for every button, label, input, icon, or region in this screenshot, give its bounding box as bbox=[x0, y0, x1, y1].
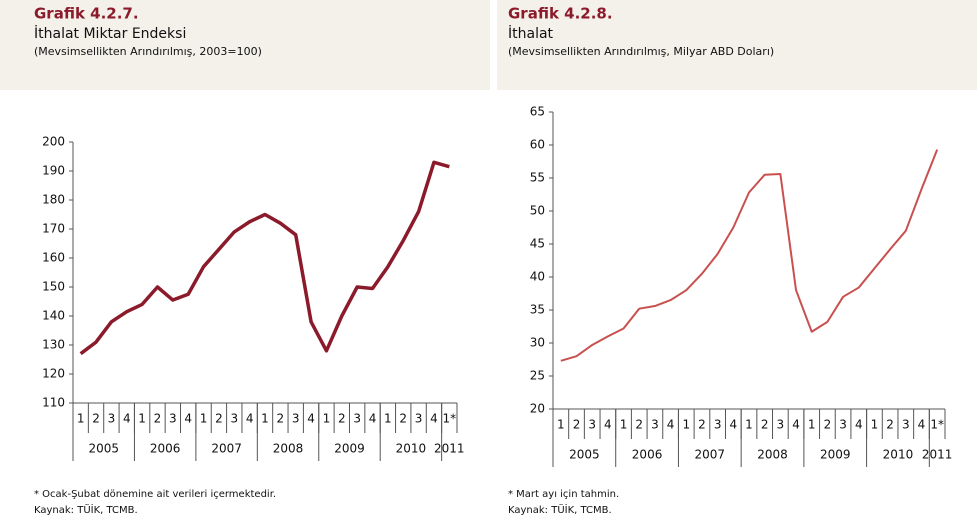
year-label: 2007 bbox=[695, 448, 726, 462]
x-tick-label: 2 bbox=[698, 418, 706, 432]
year-label: 2011 bbox=[434, 442, 465, 456]
year-label: 2007 bbox=[211, 442, 242, 456]
y-tick-label: 45 bbox=[530, 237, 545, 251]
y-tick-label: 65 bbox=[530, 105, 545, 119]
year-label: 2005 bbox=[88, 442, 119, 456]
line bbox=[79, 160, 450, 356]
header-bg bbox=[0, 0, 490, 90]
y-tick-label: 60 bbox=[530, 138, 545, 152]
x-tick-label: 1 bbox=[808, 418, 816, 432]
year-label: 2010 bbox=[883, 448, 914, 462]
year-label: 2010 bbox=[396, 442, 427, 456]
x-tick-label: 1 bbox=[200, 412, 208, 426]
x-tick-label: 1 bbox=[745, 418, 753, 432]
x-tick-label: 3 bbox=[777, 418, 785, 432]
year-label: 2006 bbox=[150, 442, 181, 456]
y-tick-label: 120 bbox=[42, 367, 65, 381]
x-tick-label: 1* bbox=[930, 418, 944, 432]
x-tick-label: 4 bbox=[604, 418, 612, 432]
x-tick-label: 4 bbox=[729, 418, 737, 432]
y-tick-label: 200 bbox=[42, 135, 65, 149]
x-tick-label: 1 bbox=[682, 418, 690, 432]
y-tick-label: 110 bbox=[42, 396, 65, 410]
y-tick-label: 30 bbox=[530, 336, 545, 350]
x-tick-label: 2 bbox=[154, 412, 162, 426]
x-tick-label: 2 bbox=[215, 412, 223, 426]
source: Kaynak: TÜİK, TCMB. bbox=[34, 503, 138, 516]
x-tick-label: 2 bbox=[886, 418, 894, 432]
x-tick-label: 1 bbox=[384, 412, 392, 426]
year-label: 2008 bbox=[273, 442, 304, 456]
x-tick-label: 3 bbox=[230, 412, 238, 426]
line bbox=[560, 149, 939, 362]
y-tick-label: 180 bbox=[42, 193, 65, 207]
x-tick-label: 1 bbox=[871, 418, 879, 432]
x-tick-label: 4 bbox=[918, 418, 926, 432]
x-tick-label: 1 bbox=[323, 412, 331, 426]
y-tick-label: 35 bbox=[530, 303, 545, 317]
chart-title: İthalat bbox=[508, 24, 554, 42]
x-tick-label: 3 bbox=[651, 418, 659, 432]
x-tick-label: 3 bbox=[902, 418, 910, 432]
x-tick-label: 2 bbox=[92, 412, 100, 426]
chart-label: Grafik 4.2.7. bbox=[34, 5, 139, 23]
x-tick-label: 4 bbox=[430, 412, 438, 426]
y-tick-label: 140 bbox=[42, 309, 65, 323]
y-tick-label: 150 bbox=[42, 280, 65, 294]
x-tick-label: 4 bbox=[123, 412, 131, 426]
x-tick-label: 4 bbox=[667, 418, 675, 432]
x-tick-label: 3 bbox=[415, 412, 423, 426]
x-tick-label: 3 bbox=[714, 418, 722, 432]
header-bg bbox=[497, 0, 977, 90]
y-tick-label: 130 bbox=[42, 338, 65, 352]
x-tick-label: 4 bbox=[307, 412, 315, 426]
y-tick-label: 25 bbox=[530, 369, 545, 383]
y-tick-label: 40 bbox=[530, 270, 545, 284]
x-tick-label: 3 bbox=[588, 418, 596, 432]
x-tick-label: 4 bbox=[184, 412, 192, 426]
chart-subtitle: (Mevsimsellikten Arındırılmış, 2003=100) bbox=[34, 45, 262, 58]
x-tick-label: 2 bbox=[277, 412, 285, 426]
x-tick-label: 3 bbox=[839, 418, 847, 432]
y-tick-label: 55 bbox=[530, 171, 545, 185]
x-tick-label: 2 bbox=[635, 418, 643, 432]
year-label: 2009 bbox=[334, 442, 365, 456]
y-tick-label: 50 bbox=[530, 204, 545, 218]
year-label: 2005 bbox=[569, 448, 600, 462]
footnote: * Ocak-Şubat dönemine ait verileri içerm… bbox=[34, 489, 276, 500]
x-tick-label: 1 bbox=[261, 412, 269, 426]
x-tick-label: 4 bbox=[246, 412, 254, 426]
chart-title: İthalat Miktar Endeksi bbox=[34, 24, 186, 42]
x-tick-label: 4 bbox=[792, 418, 800, 432]
y-tick-label: 190 bbox=[42, 164, 65, 178]
footnote: * Mart ayı için tahmin. bbox=[508, 489, 619, 500]
x-tick-label: 3 bbox=[108, 412, 116, 426]
x-tick-label: 2 bbox=[399, 412, 407, 426]
x-tick-label: 4 bbox=[369, 412, 377, 426]
x-tick-label: 4 bbox=[855, 418, 863, 432]
x-tick-label: 1* bbox=[442, 412, 456, 426]
chart-subtitle: (Mevsimsellikten Arındırılmış, Milyar AB… bbox=[508, 45, 774, 58]
x-tick-label: 1 bbox=[138, 412, 146, 426]
y-tick-label: 20 bbox=[530, 402, 545, 416]
x-tick-label: 3 bbox=[353, 412, 361, 426]
x-tick-label: 3 bbox=[292, 412, 300, 426]
x-tick-label: 3 bbox=[169, 412, 177, 426]
x-tick-label: 1 bbox=[77, 412, 85, 426]
year-label: 2006 bbox=[632, 448, 663, 462]
x-tick-label: 2 bbox=[573, 418, 581, 432]
y-tick-label: 160 bbox=[42, 251, 65, 265]
year-label: 2008 bbox=[757, 448, 788, 462]
chart-label: Grafik 4.2.8. bbox=[508, 5, 613, 23]
x-tick-label: 2 bbox=[824, 418, 832, 432]
source: Kaynak: TÜİK, TCMB. bbox=[508, 503, 612, 516]
x-tick-label: 2 bbox=[761, 418, 769, 432]
x-tick-label: 2 bbox=[338, 412, 346, 426]
year-label: 2009 bbox=[820, 448, 851, 462]
x-tick-label: 1 bbox=[620, 418, 628, 432]
y-tick-label: 170 bbox=[42, 222, 65, 236]
year-label: 2011 bbox=[922, 448, 953, 462]
x-tick-label: 1 bbox=[557, 418, 565, 432]
